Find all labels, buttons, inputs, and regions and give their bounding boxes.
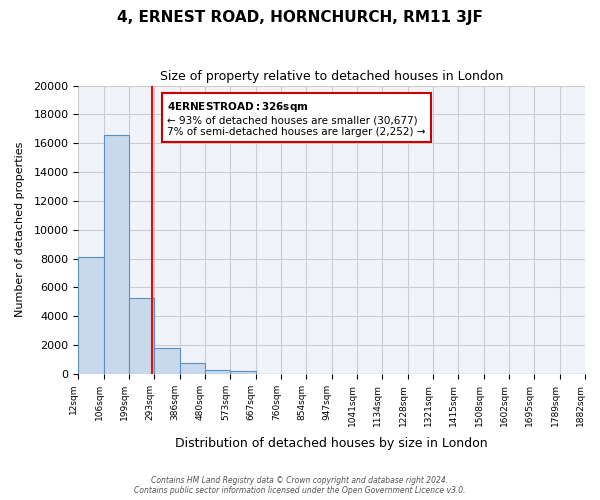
Text: $\bf{4 ERNEST ROAD: 326sqm}$
← 93% of detached houses are smaller (30,677)
7% of: $\bf{4 ERNEST ROAD: 326sqm}$ ← 93% of de… (167, 100, 425, 137)
Y-axis label: Number of detached properties: Number of detached properties (15, 142, 25, 318)
Text: Contains HM Land Registry data © Crown copyright and database right 2024.
Contai: Contains HM Land Registry data © Crown c… (134, 476, 466, 495)
Bar (104, 134, 129, 374)
Text: 4, ERNEST ROAD, HORNCHURCH, RM11 3JF: 4, ERNEST ROAD, HORNCHURCH, RM11 3JF (117, 10, 483, 25)
Bar (129, 298, 154, 374)
Title: Size of property relative to detached houses in London: Size of property relative to detached ho… (160, 70, 503, 83)
X-axis label: Distribution of detached houses by size in London: Distribution of detached houses by size … (175, 437, 488, 450)
Bar (179, 363, 205, 374)
Bar (78, 257, 104, 374)
Bar (205, 370, 230, 374)
Bar (154, 348, 179, 374)
Bar (230, 371, 256, 374)
